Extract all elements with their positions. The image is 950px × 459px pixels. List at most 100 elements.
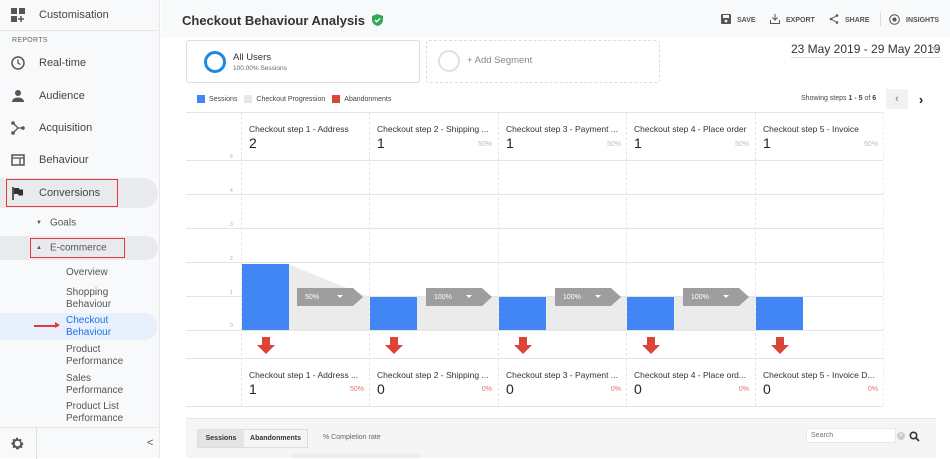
prev-steps-button[interactable]: ‹ — [886, 89, 908, 109]
gear-icon[interactable] — [10, 436, 25, 456]
legend-progression: Checkout Progression — [256, 95, 326, 103]
date-range-text: 23 May 2019 - 29 May 2019 — [791, 42, 941, 56]
segment-all-users[interactable]: All Users 100.00% Sessions — [186, 40, 420, 83]
gridline — [186, 406, 883, 407]
tab-abandonments[interactable]: Abandonments — [244, 429, 308, 448]
flag-icon — [10, 185, 26, 201]
funnel-step-1[interactable]: Checkout step 1 - Address 2 Checkout ste… — [241, 112, 369, 406]
abandon-name: Checkout step 3 - Payment ... — [506, 370, 618, 380]
sidebar-item-conversions[interactable]: Conversions — [0, 178, 158, 208]
y-tick: 3 — [230, 222, 233, 228]
abandon-value: 0 — [763, 381, 771, 397]
download-icon — [770, 14, 780, 26]
sidebar-item-checkout-behaviour[interactable]: Checkout Behaviour — [66, 315, 112, 338]
progression-swatch — [244, 95, 253, 103]
sidebar-item-audience[interactable]: Audience — [0, 81, 158, 111]
caret-down-icon — [723, 295, 729, 298]
behaviour-icon — [10, 152, 26, 168]
sessions-bar[interactable] — [756, 297, 803, 330]
abandonment-cell: Checkout step 5 - Invoice D... 0 0% — [756, 360, 884, 406]
save-button[interactable]: SAVE — [721, 14, 756, 26]
gridline — [186, 228, 883, 229]
export-button[interactable]: EXPORT — [770, 14, 815, 26]
abandonment-arrow-icon[interactable] — [384, 337, 404, 355]
caret-down-icon — [595, 295, 601, 298]
search-icon[interactable] — [909, 429, 920, 447]
page-title-text: Checkout Behaviour Analysis — [182, 13, 366, 28]
sidebar-item-ecommerce[interactable]: ▲ E-commerce — [36, 242, 107, 255]
pager-prefix: Showing steps — [801, 95, 849, 102]
sessions-bar[interactable] — [499, 297, 546, 330]
sidebar-item-behaviour[interactable]: Behaviour — [0, 145, 158, 175]
sidebar-item-sales-performance[interactable]: Sales Performance — [66, 373, 124, 396]
abandon-pct: 0% — [738, 386, 749, 393]
abandon-value: 1 — [249, 381, 257, 397]
step-sessions: 1 — [377, 135, 385, 151]
funnel-step-5[interactable]: Checkout step 5 - Invoice 1 50% Checkout… — [755, 112, 883, 406]
insights-button[interactable]: INSIGHTS — [889, 14, 939, 27]
sidebar-item-label: Audience — [39, 90, 85, 102]
progression-dropdown[interactable]: 100% — [426, 288, 492, 306]
abandon-pct: 50% — [349, 386, 364, 393]
sidebar-item-product-list-performance[interactable]: Product List Performance — [66, 401, 124, 424]
progression-pct: 100% — [563, 293, 581, 301]
abandonment-arrow-icon[interactable] — [641, 337, 661, 355]
progression-dropdown[interactable]: 100% — [683, 288, 749, 306]
step-name: Checkout step 4 - Place order — [634, 124, 747, 134]
insights-label: INSIGHTS — [906, 17, 940, 24]
person-icon — [10, 88, 26, 104]
sidebar-item-customisation[interactable]: Customisation — [0, 0, 158, 30]
sidebar-item-overview[interactable]: Overview — [66, 267, 108, 278]
collapse-sidebar-button[interactable]: < — [147, 437, 154, 449]
divider — [0, 30, 158, 31]
sidebar-item-label: Customisation — [39, 9, 109, 21]
progression-dropdown[interactable]: 100% — [555, 288, 621, 306]
sidebar-item-label: Acquisition — [39, 122, 93, 134]
step-pct: 50% — [863, 141, 878, 148]
add-segment-button[interactable]: + Add Segment — [426, 40, 660, 83]
funnel-step-2[interactable]: Checkout step 2 - Shipping ... 1 50% Che… — [369, 112, 497, 406]
abandonment-arrow-icon[interactable] — [770, 337, 790, 355]
gridline — [186, 358, 883, 359]
abandon-pct: 0% — [610, 386, 621, 393]
tab-sessions[interactable]: Sessions — [197, 429, 245, 448]
save-label: SAVE — [737, 16, 756, 24]
sessions-bar[interactable] — [242, 264, 289, 330]
sidebar-item-acquisition[interactable]: Acquisition — [0, 113, 158, 143]
sidebar-item-product-performance[interactable]: Product Performance — [66, 344, 124, 367]
funnel-step-3[interactable]: Checkout step 3 - Payment ... 1 50% Chec… — [498, 112, 626, 406]
ecommerce-label: E-commerce — [49, 242, 107, 254]
funnel-step-4[interactable]: Checkout step 4 - Place order 1 50% Chec… — [626, 112, 754, 406]
sidebar-item-realtime[interactable]: Real-time — [0, 48, 158, 78]
funnel-chart: 5 4 3 2 1 0 Checkout step 1 - Address 2 … — [186, 112, 950, 408]
search-input[interactable] — [806, 428, 896, 443]
step-sessions: 1 — [763, 135, 771, 151]
sidebar-item-shopping-behaviour[interactable]: Shopping Behaviour — [66, 287, 112, 310]
sidebar-item-label: Conversions — [39, 187, 101, 199]
sessions-bar[interactable] — [370, 297, 417, 330]
step-name: Checkout step 2 - Shipping ... — [377, 124, 489, 134]
sessions-bar[interactable] — [627, 297, 674, 330]
dashboard-icon — [10, 7, 26, 23]
completion-rate-toggle[interactable]: % Completion rate — [323, 434, 381, 441]
share-label: SHARE — [845, 16, 870, 24]
progression-pct: 50% — [305, 293, 320, 301]
progression-dropdown[interactable]: 50% — [297, 288, 363, 306]
segment-empty-ring-icon — [438, 50, 460, 72]
divider — [36, 428, 37, 459]
abandonment-arrow-icon[interactable] — [256, 337, 276, 355]
gridline-zero — [186, 330, 883, 331]
date-range-picker[interactable]: 23 May 2019 - 29 May 2019 — [791, 40, 941, 58]
sidebar-item-goals[interactable]: ▼ Goals — [36, 217, 76, 230]
annotation-box-conversions — [6, 179, 118, 207]
clear-search-icon[interactable]: × — [897, 432, 905, 440]
abandonment-arrow-icon[interactable] — [513, 337, 533, 355]
share-button[interactable]: SHARE — [829, 14, 870, 26]
step-name: Checkout step 3 - Payment ... — [506, 124, 618, 134]
abandon-value: 0 — [377, 381, 385, 397]
next-steps-button[interactable]: › — [918, 91, 924, 107]
legend-sessions: Sessions — [209, 95, 238, 103]
abandonment-cell: Checkout step 4 - Place ord... 0 0% — [627, 360, 755, 406]
y-tick: 5 — [230, 154, 233, 160]
abandonments-swatch — [332, 95, 341, 103]
